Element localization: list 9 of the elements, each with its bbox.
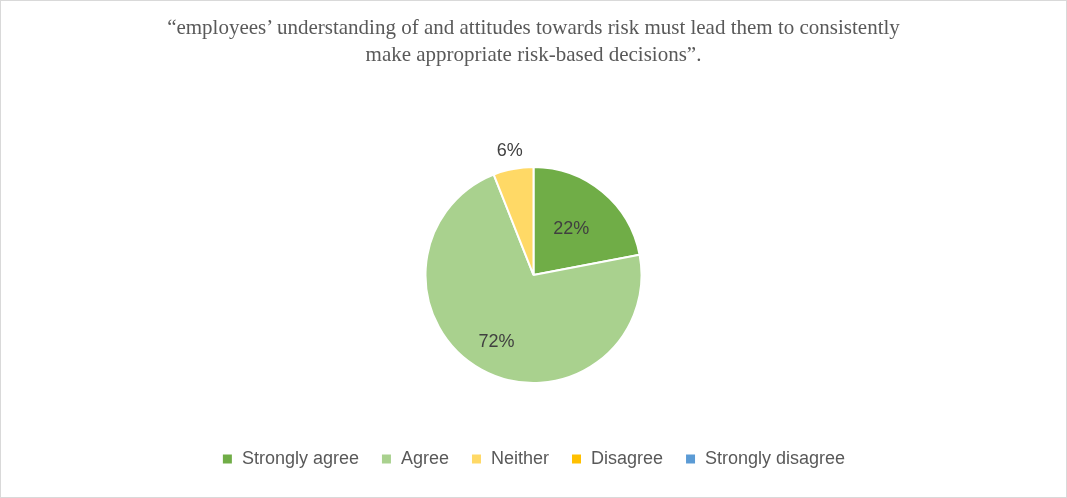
chart-title: “employees’ understanding of and attitudes towards risk must lead them to consistently make appropriate risk-based decisions”.	[166, 14, 901, 68]
legend-label: Neither	[490, 447, 550, 468]
legend-label: Agree	[400, 447, 449, 468]
data-label: 6%	[496, 139, 523, 160]
data-label: 72%	[478, 331, 515, 352]
data-label: 22%	[553, 218, 590, 239]
legend-label: Strongly disagree	[705, 447, 846, 468]
legend-label: Disagree	[591, 447, 664, 468]
legend-label: Strongly agree	[241, 447, 359, 468]
